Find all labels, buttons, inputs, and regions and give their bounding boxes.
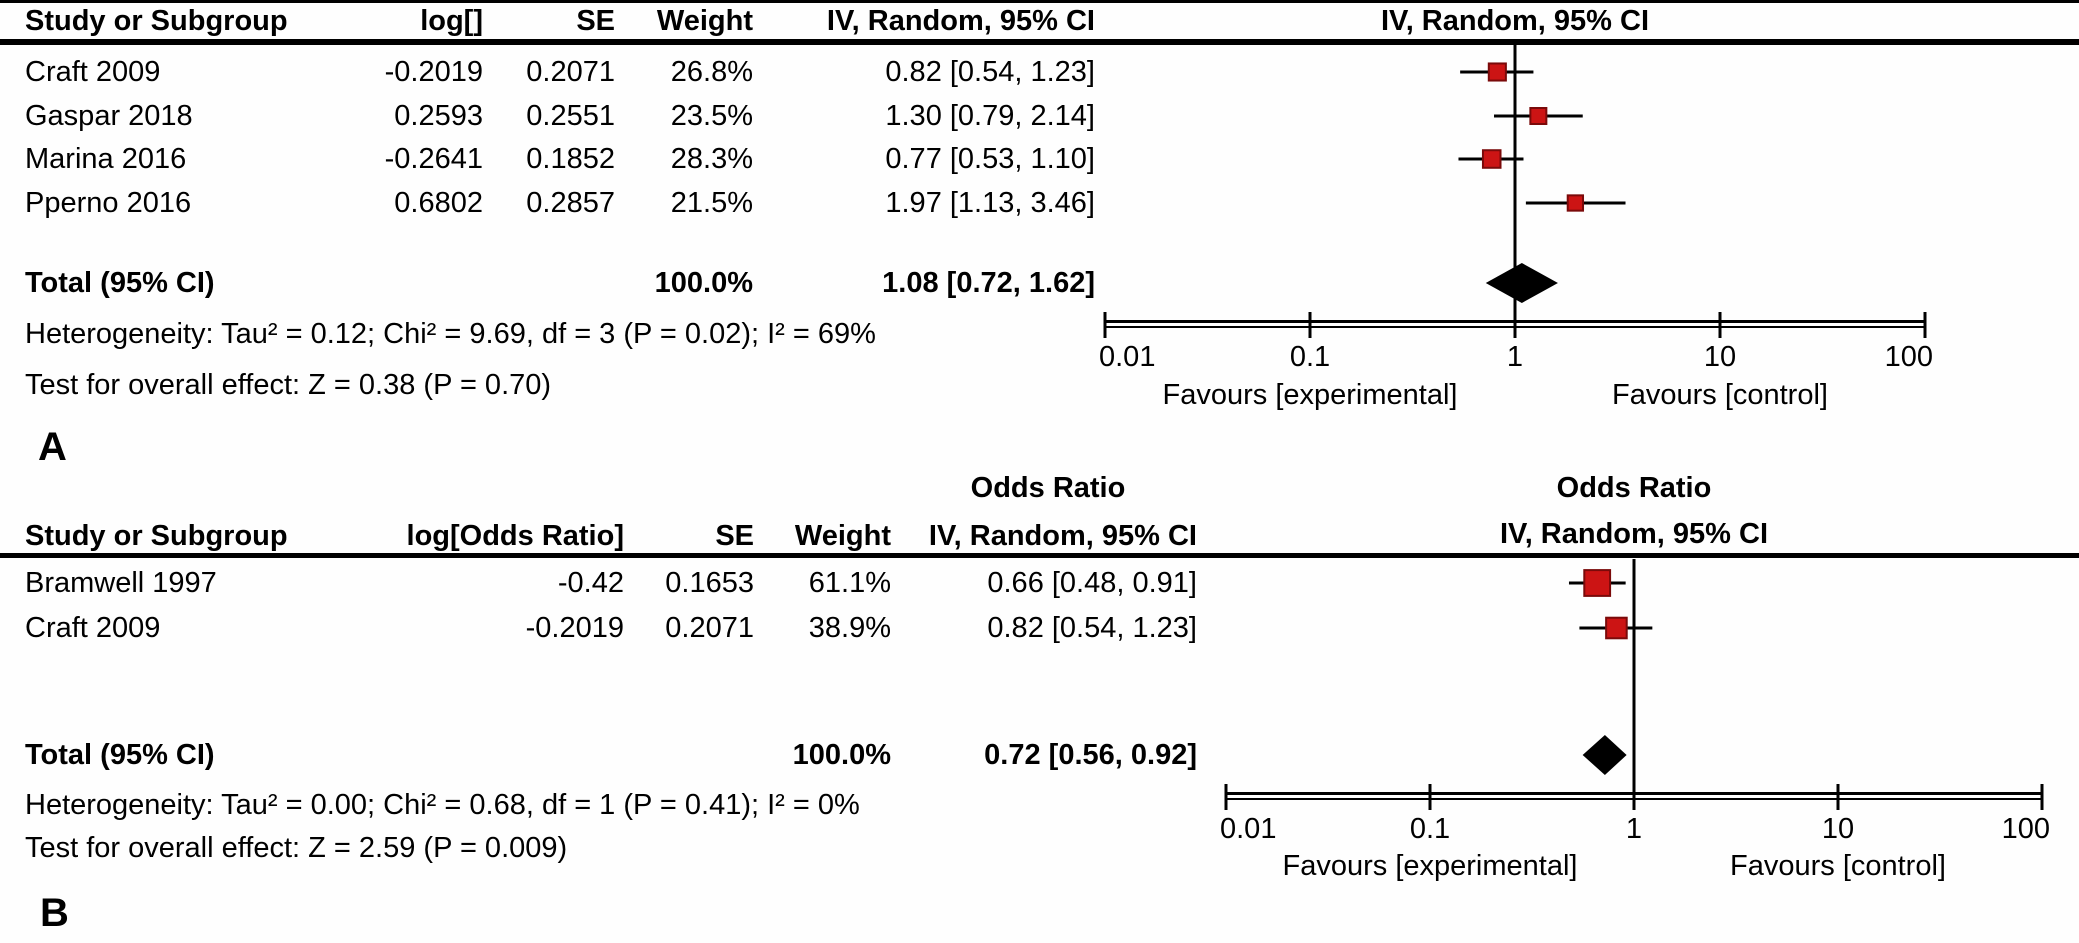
panel-b-header-weight: Weight	[794, 520, 891, 552]
study-se-value: 0.1852	[526, 143, 615, 175]
point-estimate-square	[1566, 194, 1585, 212]
panel-a-header-underline	[0, 39, 2079, 45]
study-weight: 38.9%	[808, 612, 891, 644]
study-se-value: 0.2071	[526, 56, 615, 88]
total-weight: 100.0%	[654, 267, 753, 299]
study-weight: 61.1%	[808, 567, 891, 599]
x-axis-tick-label: 0.1	[1290, 341, 1330, 373]
x-axis-tick-label: 100	[1885, 341, 1933, 373]
point-estimate-square	[1487, 62, 1507, 82]
total-ci-text: 0.72 [0.56, 0.92]	[984, 739, 1197, 771]
study-se-value: 0.2071	[665, 612, 754, 644]
no-effect-line	[1513, 45, 1517, 338]
x-axis-tick	[1103, 312, 1107, 338]
panel-b-header-log: log[Odds Ratio]	[406, 520, 624, 552]
x-axis-tick-label: 0.1	[1410, 813, 1450, 845]
heterogeneity-stats: Heterogeneity: Tau² = 0.12; Chi² = 9.69,…	[25, 318, 876, 350]
study-name: Craft 2009	[25, 56, 161, 88]
x-axis-tick	[1923, 312, 1927, 338]
total-diamond	[1582, 735, 1627, 775]
heterogeneity-stats: Heterogeneity: Tau² = 0.00; Chi² = 0.68,…	[25, 789, 860, 821]
x-axis-tick-label: 10	[1822, 813, 1854, 845]
study-ci-text: 1.97 [1.13, 3.46]	[885, 187, 1095, 219]
study-name: Gaspar 2018	[25, 100, 193, 132]
overall-effect-stats: Test for overall effect: Z = 0.38 (P = 0…	[25, 369, 552, 401]
no-effect-line	[1632, 559, 1636, 810]
x-axis-tick	[1632, 784, 1636, 810]
point-estimate-square	[1529, 107, 1548, 125]
panel-b-header-study: Study or Subgroup	[25, 520, 288, 552]
x-axis-tick	[1513, 312, 1517, 338]
panel-a-plot-header: IV, Random, 95% CI	[1380, 5, 1650, 37]
study-name: Bramwell 1997	[25, 567, 217, 599]
study-ci-text: 0.82 [0.54, 1.23]	[987, 612, 1197, 644]
total-weight: 100.0%	[792, 739, 891, 771]
study-name: Marina 2016	[25, 143, 187, 175]
panel-a-header-study: Study or Subgroup	[25, 5, 288, 37]
panel-a-header-log: log[]	[420, 5, 483, 37]
point-estimate-square	[1481, 149, 1502, 169]
point-estimate-square	[1583, 569, 1612, 597]
total-label: Total (95% CI)	[25, 267, 215, 299]
panel-a-header-ci: IV, Random, 95% CI	[826, 5, 1095, 37]
x-axis-tick	[1718, 312, 1722, 338]
study-log-value: 0.2593	[394, 100, 483, 132]
study-log-value: -0.2019	[384, 56, 483, 88]
study-se-value: 0.2857	[526, 187, 615, 219]
panel-b-plot-header-top: Odds Ratio	[1556, 472, 1712, 504]
study-name: Craft 2009	[25, 612, 161, 644]
panel-a-label: A	[38, 425, 67, 469]
study-se-value: 0.1653	[665, 567, 754, 599]
study-log-value: 0.6802	[394, 187, 483, 219]
panel-b-header-ci: IV, Random, 95% CI	[928, 520, 1197, 552]
x-axis-tick-label: 0.01	[1099, 341, 1155, 373]
study-ci-text: 0.82 [0.54, 1.23]	[885, 56, 1095, 88]
overall-effect-stats: Test for overall effect: Z = 2.59 (P = 0…	[25, 832, 568, 864]
panel-b-label: B	[40, 891, 69, 935]
study-name: Pperno 2016	[25, 187, 192, 219]
study-ci-text: 0.77 [0.53, 1.10]	[885, 143, 1095, 175]
panel-b-header-se: SE	[715, 520, 754, 552]
panel-a-header-weight: Weight	[656, 5, 753, 37]
favours-left-label: Favours [experimental]	[1282, 850, 1578, 882]
total-ci-text: 1.08 [0.72, 1.62]	[882, 267, 1095, 299]
x-axis-tick-label: 100	[2002, 813, 2050, 845]
favours-right-label: Favours [control]	[1612, 379, 1828, 411]
study-log-value: -0.42	[557, 567, 624, 599]
panel-b-measure-header: Odds Ratio	[970, 472, 1126, 504]
study-weight: 21.5%	[670, 187, 753, 219]
panel-a-header-se: SE	[576, 5, 615, 37]
study-weight: 26.8%	[670, 56, 753, 88]
study-se-value: 0.2551	[526, 100, 615, 132]
study-log-value: -0.2641	[384, 143, 483, 175]
x-axis-tick-label: 0.01	[1220, 813, 1276, 845]
x-axis-tick	[2040, 784, 2044, 810]
total-diamond	[1485, 263, 1558, 303]
point-estimate-square	[1605, 616, 1628, 640]
panel-b-header-underline	[0, 553, 2079, 558]
study-ci-text: 1.30 [0.79, 2.14]	[885, 100, 1095, 132]
panel-b-plot-header: IV, Random, 95% CI	[1499, 518, 1769, 550]
total-label: Total (95% CI)	[25, 739, 215, 771]
favours-right-label: Favours [control]	[1730, 850, 1946, 882]
x-axis-tick	[1428, 784, 1432, 810]
panel-a-top-border	[0, 0, 2079, 3]
study-log-value: -0.2019	[525, 612, 624, 644]
x-axis-tick-label: 10	[1704, 341, 1736, 373]
study-weight: 23.5%	[670, 100, 753, 132]
x-axis-tick-label: 1	[1507, 341, 1523, 373]
study-ci-text: 0.66 [0.48, 0.91]	[987, 567, 1197, 599]
x-axis-tick	[1308, 312, 1312, 338]
x-axis-tick	[1836, 784, 1840, 810]
x-axis-tick	[1224, 784, 1228, 810]
favours-left-label: Favours [experimental]	[1162, 379, 1458, 411]
x-axis-tick-label: 1	[1626, 813, 1642, 845]
study-weight: 28.3%	[670, 143, 753, 175]
